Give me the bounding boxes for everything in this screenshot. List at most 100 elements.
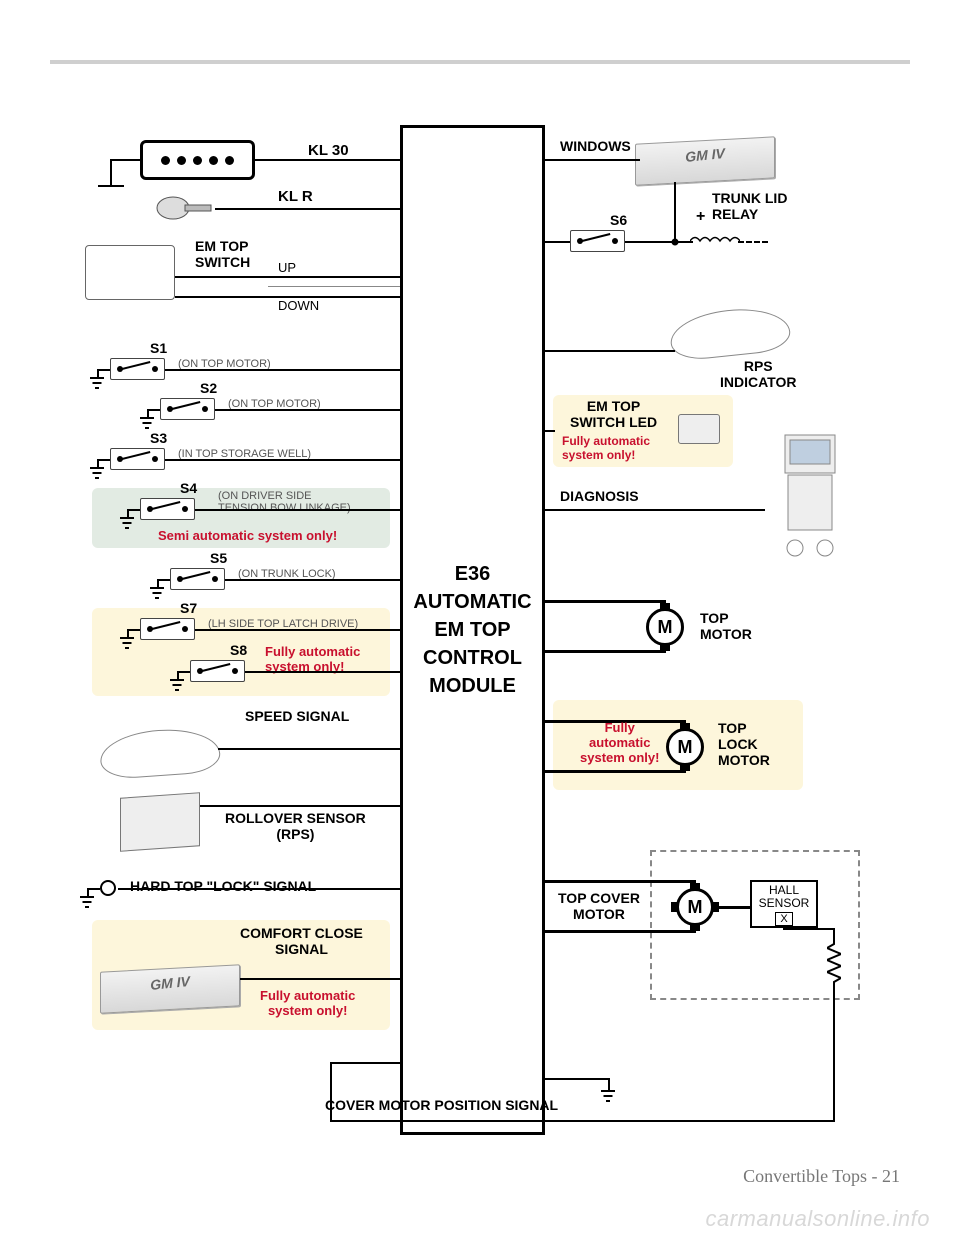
- wire: [148, 409, 160, 411]
- wire: [158, 579, 170, 581]
- em-led-label: EM TOP SWITCH LED: [570, 398, 657, 430]
- switch-s8: [190, 660, 245, 682]
- wire: [545, 241, 570, 243]
- wire: [716, 906, 750, 909]
- rps-icon: [120, 792, 200, 852]
- wire: [330, 1120, 835, 1122]
- em-top-switch-icon: [85, 245, 175, 300]
- ground-icon: [602, 1090, 614, 1104]
- hardtop-label: HARD TOP "LOCK" SIGNAL: [130, 878, 316, 894]
- wire: [545, 350, 675, 352]
- top-lock-label: TOP LOCK MOTOR: [718, 720, 770, 768]
- wire: [833, 1120, 835, 1122]
- wire: [98, 459, 110, 461]
- switch-s3: [110, 448, 165, 470]
- wire: [218, 748, 400, 750]
- s3-label: S3: [150, 430, 167, 446]
- wire: [545, 600, 665, 603]
- wire: [128, 629, 140, 631]
- em-led-red-note: Fully automatic system only!: [562, 434, 650, 462]
- s4-red-note: Semi automatic system only!: [158, 528, 337, 543]
- s7-label: S7: [180, 600, 197, 616]
- wire: [545, 159, 640, 161]
- wire: [330, 1062, 332, 1120]
- instrument-cluster-icon: [99, 726, 222, 780]
- wire: [175, 276, 400, 278]
- ground-icon: [141, 417, 153, 431]
- cover-signal-label: COVER MOTOR POSITION SIGNAL: [325, 1097, 558, 1113]
- rps-indicator-label: RPS INDICATOR: [720, 358, 796, 390]
- control-module-title: E36 AUTOMATIC EM TOP CONTROL MODULE: [413, 560, 531, 700]
- speed-label: SPEED SIGNAL: [245, 708, 349, 724]
- ground-icon: [91, 377, 103, 391]
- wire: [195, 629, 400, 631]
- wire: [674, 182, 676, 242]
- footer-label: Convertible Tops - 21: [743, 1166, 900, 1187]
- trunk-label: TRUNK LID RELAY: [712, 190, 787, 222]
- top-motor-icon: M: [646, 608, 684, 646]
- hall-x: X: [775, 912, 793, 926]
- s8-label: S8: [230, 642, 247, 658]
- s6-label: S6: [610, 212, 627, 228]
- wire: [110, 159, 112, 185]
- top-lock-motor-icon: M: [666, 728, 704, 766]
- wire: [783, 928, 785, 930]
- wire: [738, 241, 768, 243]
- wire: [545, 650, 665, 653]
- s8-red-note: Fully automatic system only!: [265, 644, 360, 674]
- wire: [545, 880, 695, 883]
- wire: [255, 159, 400, 161]
- rps-indicator-icon: [668, 304, 792, 362]
- wire: [215, 208, 400, 210]
- diagram-page: E36 AUTOMATIC EM TOP CONTROL MODULE KL 3…: [50, 60, 910, 1182]
- klr-label: KL R: [278, 188, 313, 205]
- wire: [88, 888, 100, 890]
- top-lock-red-note: Fully automatic system only!: [580, 720, 659, 765]
- wire: [165, 459, 400, 461]
- wire: [240, 978, 400, 980]
- switch-s7: [140, 618, 195, 640]
- battery-icon: [140, 140, 255, 180]
- wire: [330, 1062, 400, 1064]
- wire: [245, 671, 400, 673]
- wire: [833, 928, 835, 942]
- ground-icon: [151, 587, 163, 601]
- rps-label: ROLLOVER SENSOR (RPS): [225, 810, 366, 842]
- em-top-switch-label: EM TOP SWITCH: [195, 238, 250, 270]
- wire: [165, 369, 400, 371]
- wire: [675, 241, 693, 243]
- wire: [330, 1120, 332, 1122]
- up-label: UP: [278, 260, 296, 275]
- wire: [215, 409, 400, 411]
- switch-s5: [170, 568, 225, 590]
- diagnosis-label: DIAGNOSIS: [560, 488, 639, 504]
- ground-icon: [81, 896, 93, 910]
- ground-icon: [171, 679, 183, 693]
- hall-label: HALL SENSOR: [752, 884, 816, 910]
- s1-label: S1: [150, 340, 167, 356]
- ground: [97, 369, 99, 377]
- s4-label: S4: [180, 480, 197, 496]
- top-motor-label: TOP MOTOR: [700, 610, 752, 642]
- watermark: carmanualsonline.info: [705, 1206, 930, 1232]
- relay-coil-icon: [690, 234, 740, 248]
- led-icon: [678, 414, 720, 444]
- ground: [147, 409, 149, 417]
- switch-s4: [140, 498, 195, 520]
- wire: [625, 241, 675, 243]
- wire: [545, 509, 765, 511]
- comfort-label: COMFORT CLOSE SIGNAL: [240, 925, 363, 957]
- wire: [545, 430, 555, 432]
- motor-m: M: [658, 617, 673, 638]
- key-icon: [155, 195, 215, 221]
- ground-icon: [121, 517, 133, 531]
- wire: [118, 888, 400, 890]
- cover-motor-icon: M: [676, 888, 714, 926]
- switch-s1: [110, 358, 165, 380]
- ground-icon: [121, 637, 133, 651]
- wire: [225, 579, 400, 581]
- motor-m: M: [688, 897, 703, 918]
- comfort-red-note: Fully automatic system only!: [260, 988, 355, 1018]
- hall-sensor: HALL SENSOR X: [750, 880, 818, 928]
- wire: [178, 671, 190, 673]
